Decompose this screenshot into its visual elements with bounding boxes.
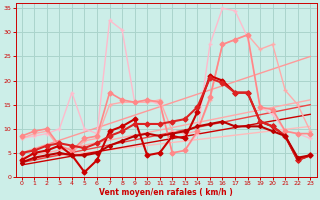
X-axis label: Vent moyen/en rafales ( km/h ): Vent moyen/en rafales ( km/h ): [99, 188, 233, 197]
